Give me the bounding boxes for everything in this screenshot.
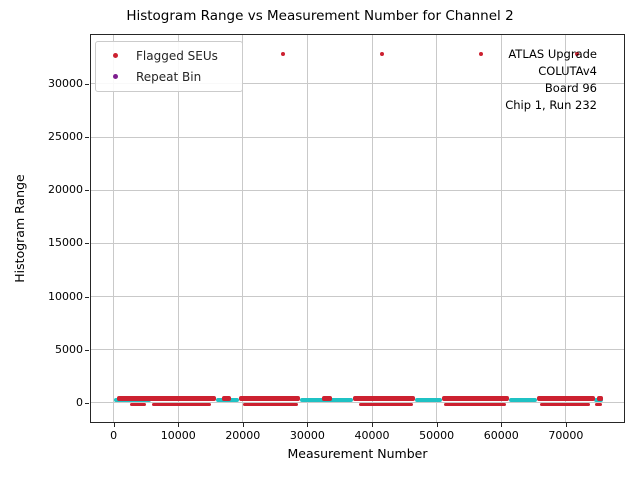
x-tick-label: 10000: [160, 429, 196, 442]
x-gridline: [113, 35, 115, 422]
y-gridline: [91, 242, 624, 244]
x-tick-label: 50000: [419, 429, 455, 442]
flagged-seu-band-low: [129, 402, 146, 406]
seu-point: [280, 52, 285, 57]
x-gridline: [242, 35, 244, 422]
y-tick-mark: [85, 190, 89, 192]
seu-point: [379, 52, 384, 57]
flagged-seu-band-low: [242, 402, 298, 406]
x-gridline: [436, 35, 438, 422]
flagged-seu-band: [116, 395, 216, 401]
x-tick-mark: [436, 423, 438, 427]
annotation-text: ATLAS Upgrade COLUTAv4 Board 96 Chip 1, …: [505, 46, 597, 114]
flagged-seu-band: [352, 395, 415, 401]
legend-label: Flagged SEUs: [136, 48, 218, 63]
x-tick-mark: [307, 423, 309, 427]
x-gridline: [500, 35, 502, 422]
y-tick-label: 30000: [48, 76, 83, 90]
y-tick-mark: [85, 137, 89, 139]
flagged-seu-band: [536, 395, 595, 401]
annotation-line: Board 96: [544, 81, 597, 95]
y-tick-label: 20000: [48, 183, 83, 197]
legend: Flagged SEUs Repeat Bin: [95, 41, 243, 92]
y-gridline: [91, 189, 624, 191]
y-gridline: [91, 402, 624, 404]
y-axis-label: Histogram Range: [12, 174, 27, 283]
baseline-data-band: [509, 397, 537, 402]
legend-label: Repeat Bin: [136, 69, 202, 84]
y-tick-mark: [85, 83, 89, 85]
flagged-seu-band-low: [594, 402, 603, 406]
x-tick-mark: [501, 423, 503, 427]
x-tick-label: 40000: [354, 429, 390, 442]
y-tick-mark: [85, 349, 89, 351]
flagged-seu-band: [441, 395, 509, 401]
annotation-line: ATLAS Upgrade: [508, 47, 597, 61]
flagged-seu-band: [238, 395, 301, 401]
plot-area: Flagged SEUs Repeat Bin: [90, 34, 625, 423]
y-tick-mark: [85, 243, 89, 245]
x-tick-label: 70000: [548, 429, 584, 442]
x-gridline: [371, 35, 373, 422]
y-gridline: [91, 83, 624, 85]
x-tick-label: 60000: [483, 429, 519, 442]
chart-title: Histogram Range vs Measurement Number fo…: [126, 8, 514, 24]
x-axis-label: Measurement Number: [287, 446, 428, 461]
flagged-seus-marker-icon: [113, 53, 118, 58]
baseline-data-band: [414, 397, 442, 402]
y-gridline: [91, 349, 624, 351]
x-tick-mark: [565, 423, 567, 427]
flagged-seu-band-low: [359, 402, 413, 406]
x-tick-label: 0: [110, 429, 118, 442]
x-tick-label: 20000: [225, 429, 261, 442]
repeat-bin-marker-icon: [113, 74, 118, 79]
y-tick-label: 10000: [48, 289, 83, 303]
flagged-seu-band-low: [152, 402, 211, 406]
x-tick-label: 30000: [289, 429, 325, 442]
y-tick-mark: [85, 296, 89, 298]
flagged-seu-band: [322, 395, 332, 401]
y-gridline: [91, 296, 624, 298]
seu-point: [478, 52, 483, 57]
flagged-seu-band-low: [540, 402, 591, 406]
x-gridline: [565, 35, 567, 422]
y-tick-label: 0: [76, 395, 83, 409]
x-gridline: [306, 35, 308, 422]
x-tick-mark: [242, 423, 244, 427]
flagged-seu-band-low: [444, 402, 507, 406]
annotation-line: Chip 1, Run 232: [505, 98, 597, 112]
x-tick-mark: [178, 423, 180, 427]
legend-entry-flagged-seus: Flagged SEUs: [96, 45, 242, 66]
seu-point: [574, 52, 579, 57]
x-tick-mark: [113, 423, 115, 427]
y-tick-label: 25000: [48, 130, 83, 144]
y-gridline: [91, 136, 624, 138]
flagged-seu-band: [596, 395, 604, 401]
annotation-line: COLUTAv4: [538, 64, 597, 78]
legend-entry-repeat-bin: Repeat Bin: [96, 66, 242, 87]
y-tick-mark: [85, 402, 89, 404]
y-tick-label: 5000: [55, 342, 83, 356]
y-tick-label: 15000: [48, 236, 83, 250]
x-gridline: [177, 35, 179, 422]
x-tick-mark: [372, 423, 374, 427]
flagged-seu-band: [222, 395, 232, 401]
